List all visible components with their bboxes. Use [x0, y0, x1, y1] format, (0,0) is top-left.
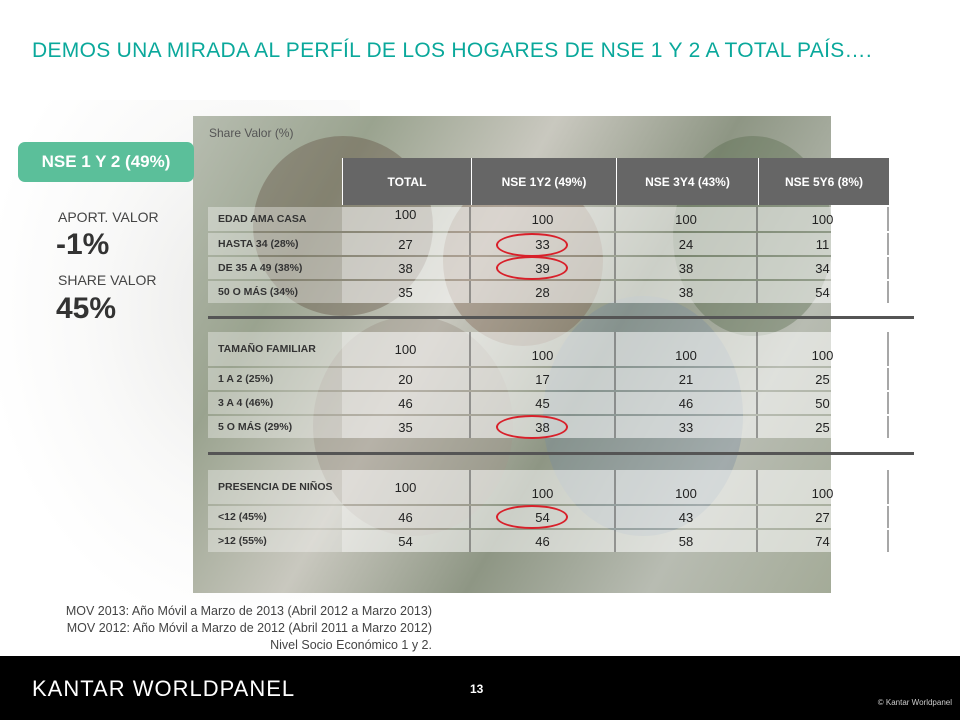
row-label: 3 A 4 (46%): [208, 392, 342, 414]
column-header-total: TOTAL: [342, 158, 471, 205]
table-cell: 100: [342, 332, 471, 366]
table-cell: 58: [616, 530, 758, 552]
table-cell: 100: [758, 470, 889, 504]
footnote: MOV 2012: Año Móvil a Marzo de 2012 (Abr…: [66, 621, 432, 635]
row-label: 1 A 2 (25%): [208, 368, 342, 390]
table-cell: 46: [471, 530, 616, 552]
highlight-circle: [496, 233, 568, 257]
row-label: 5 O MÁS (29%): [208, 416, 342, 438]
table-cell: 100: [471, 332, 616, 366]
segment-badge: NSE 1 Y 2 (49%): [18, 142, 194, 182]
table-cell: 100: [616, 470, 758, 504]
table-cell: 38: [616, 281, 758, 303]
aport-valor-label: APORT. VALOR: [58, 209, 159, 225]
row-label: >12 (55%): [208, 530, 342, 552]
section-divider: [208, 316, 914, 319]
table-cell: 100: [616, 207, 758, 231]
column-header-nse-3y4: NSE 3Y4 (43%): [616, 158, 758, 205]
table-cell: 38: [342, 257, 471, 279]
table-cell: 34: [758, 257, 889, 279]
table-cell: 28: [471, 281, 616, 303]
table-cell: 24: [616, 233, 758, 255]
row-label: DE 35 A 49 (38%): [208, 257, 342, 279]
table-cell: 35: [342, 281, 471, 303]
footnote: MOV 2013: Año Móvil a Marzo de 2013 (Abr…: [65, 604, 432, 618]
footer-bar: [0, 656, 960, 720]
table-cell: 100: [342, 470, 471, 504]
table-cell: 100: [471, 207, 616, 231]
table-cell: 35: [342, 416, 471, 438]
kantar-logo: KANTAR WORLDPANEL: [32, 676, 296, 701]
table-cell: 21: [616, 368, 758, 390]
row-label: TAMAÑO FAMILIAR: [208, 332, 342, 366]
share-valor-kpi-value: 45%: [56, 292, 117, 325]
highlight-circle: [496, 256, 568, 280]
table-cell: 100: [616, 332, 758, 366]
table-cell: 27: [342, 233, 471, 255]
share-valor-kpi-label: SHARE VALOR: [58, 272, 157, 288]
table-cell: 11: [758, 233, 889, 255]
table-cell: 25: [758, 416, 889, 438]
table-cell: 25: [758, 368, 889, 390]
table-cell: 43: [616, 506, 758, 528]
share-valor-label: Share Valor (%): [209, 126, 294, 140]
table-cell: 38: [616, 257, 758, 279]
table-cell: 50: [758, 392, 889, 414]
row-label: 50 O MÁS (34%): [208, 281, 342, 303]
column-header-nse-1y2: NSE 1Y2 (49%): [471, 158, 616, 205]
highlight-circle: [496, 415, 568, 439]
section-divider: [208, 452, 914, 455]
row-label: PRESENCIA DE NIÑOS: [208, 470, 342, 504]
table-cell: 100: [471, 470, 616, 504]
footnotes: MOV 2013: Año Móvil a Marzo de 2013 (Abr…: [66, 603, 432, 654]
table-cell: 33: [616, 416, 758, 438]
table-cell: 100: [342, 207, 471, 231]
highlight-circle: [496, 505, 568, 529]
row-label: HASTA 34 (28%): [208, 233, 342, 255]
table-cell: 46: [342, 392, 471, 414]
column-header-nse-5y6: NSE 5Y6 (8%): [758, 158, 889, 205]
aport-valor-value: -1%: [56, 228, 110, 261]
table-cell: 100: [758, 207, 889, 231]
row-label: EDAD AMA CASA: [208, 207, 342, 231]
copyright: © Kantar Worldpanel: [877, 698, 952, 707]
table-cell: 17: [471, 368, 616, 390]
table-cell: 74: [758, 530, 889, 552]
row-label: <12 (45%): [208, 506, 342, 528]
footnote: Nivel Socio Económico 1 y 2.: [270, 638, 432, 652]
table-cell: 20: [342, 368, 471, 390]
table-cell: 27: [758, 506, 889, 528]
table-cell: 100: [758, 332, 889, 366]
table-cell: 54: [758, 281, 889, 303]
page-number: 13: [470, 682, 484, 696]
table-cell: 46: [616, 392, 758, 414]
table-cell: 46: [342, 506, 471, 528]
table-cell: 54: [342, 530, 471, 552]
page-title: DEMOS UNA MIRADA AL PERFÍL DE LOS HOGARE…: [32, 39, 872, 62]
table-cell: 45: [471, 392, 616, 414]
